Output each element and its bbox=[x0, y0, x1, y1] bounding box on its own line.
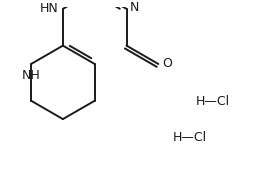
Text: O: O bbox=[162, 57, 172, 70]
Text: H—Cl: H—Cl bbox=[173, 131, 207, 144]
Text: H—Cl: H—Cl bbox=[196, 95, 230, 108]
Text: HN: HN bbox=[40, 2, 59, 15]
Text: NH: NH bbox=[22, 69, 40, 82]
Text: N: N bbox=[129, 1, 139, 14]
